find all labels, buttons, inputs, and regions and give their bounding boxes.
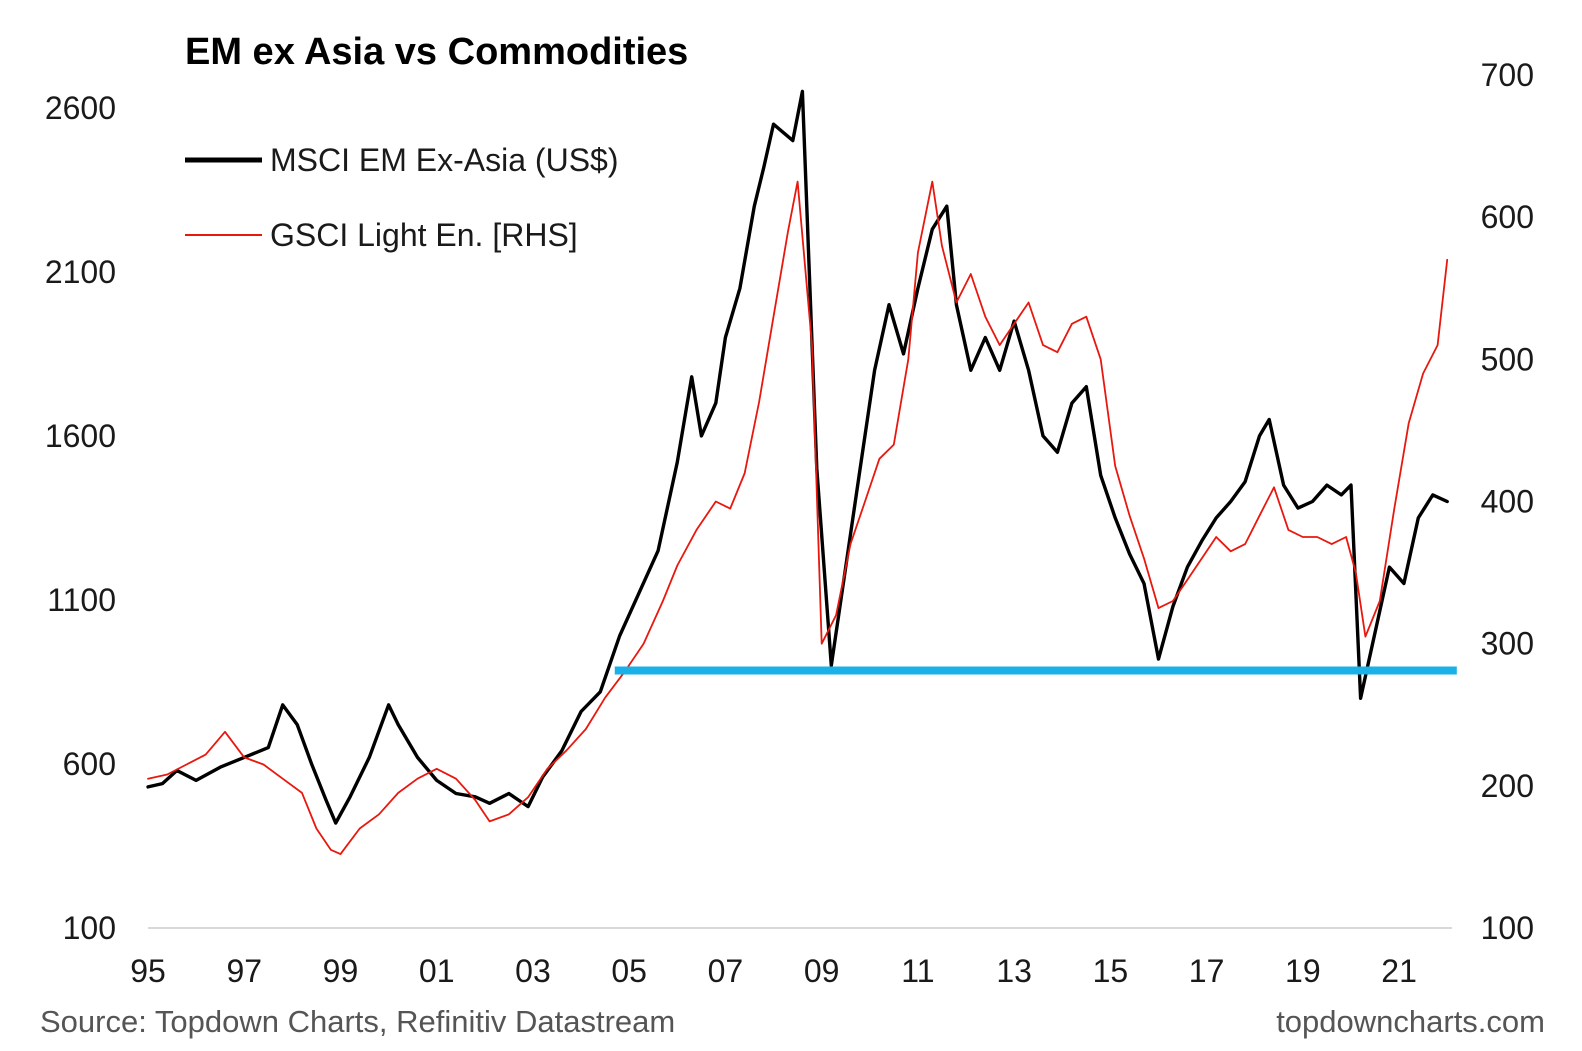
legend-label-msci: MSCI EM Ex-Asia (US$) <box>270 142 618 178</box>
y-left-tick-label: 600 <box>63 746 116 782</box>
x-tick-label: 19 <box>1285 953 1321 989</box>
legend: MSCI EM Ex-Asia (US$) GSCI Light En. [RH… <box>185 142 618 253</box>
series-layer <box>146 89 1449 855</box>
x-tick-label: 13 <box>996 953 1032 989</box>
chart-title: EM ex Asia vs Commodities <box>185 31 688 73</box>
y-right-tick-label: 400 <box>1481 484 1534 520</box>
y-left-tick-label: 2600 <box>45 90 116 126</box>
x-tick-label: 05 <box>611 953 647 989</box>
y-left-tick-label: 1600 <box>45 418 116 454</box>
y-right-tick-label: 700 <box>1481 57 1534 93</box>
x-axis: 95 97 99 01 03 05 07 09 11 13 15 17 19 21 <box>130 953 1417 989</box>
y-left-tick-label: 2100 <box>45 254 116 290</box>
y-left-tick-label: 100 <box>63 910 116 946</box>
x-tick-label: 01 <box>419 953 455 989</box>
legend-label-gsci: GSCI Light En. [RHS] <box>270 217 578 253</box>
site-credit: topdowncharts.com <box>1276 1004 1545 1039</box>
x-tick-label: 17 <box>1189 953 1225 989</box>
y-right-tick-label: 500 <box>1481 341 1534 377</box>
x-tick-label: 95 <box>130 953 166 989</box>
x-tick-label: 09 <box>804 953 840 989</box>
y-axis-left: 100 600 1100 1600 2100 2600 <box>45 90 116 946</box>
x-tick-label: 97 <box>226 953 262 989</box>
x-tick-label: 11 <box>901 953 934 989</box>
y-right-tick-label: 300 <box>1481 626 1534 662</box>
y-right-tick-label: 100 <box>1481 910 1534 946</box>
x-tick-label: 07 <box>708 953 744 989</box>
y-right-tick-label: 200 <box>1481 768 1534 804</box>
x-tick-label: 99 <box>323 953 359 989</box>
x-tick-label: 21 <box>1381 953 1417 989</box>
x-tick-label: 15 <box>1093 953 1129 989</box>
y-axis-right: 100 200 300 400 500 600 700 <box>1481 57 1534 946</box>
source-note: Source: Topdown Charts, Refinitiv Datast… <box>40 1004 675 1039</box>
y-left-tick-label: 1100 <box>47 582 116 618</box>
x-tick-label: 03 <box>515 953 551 989</box>
y-right-tick-label: 600 <box>1481 199 1534 235</box>
series-line-gsci <box>147 180 1449 855</box>
